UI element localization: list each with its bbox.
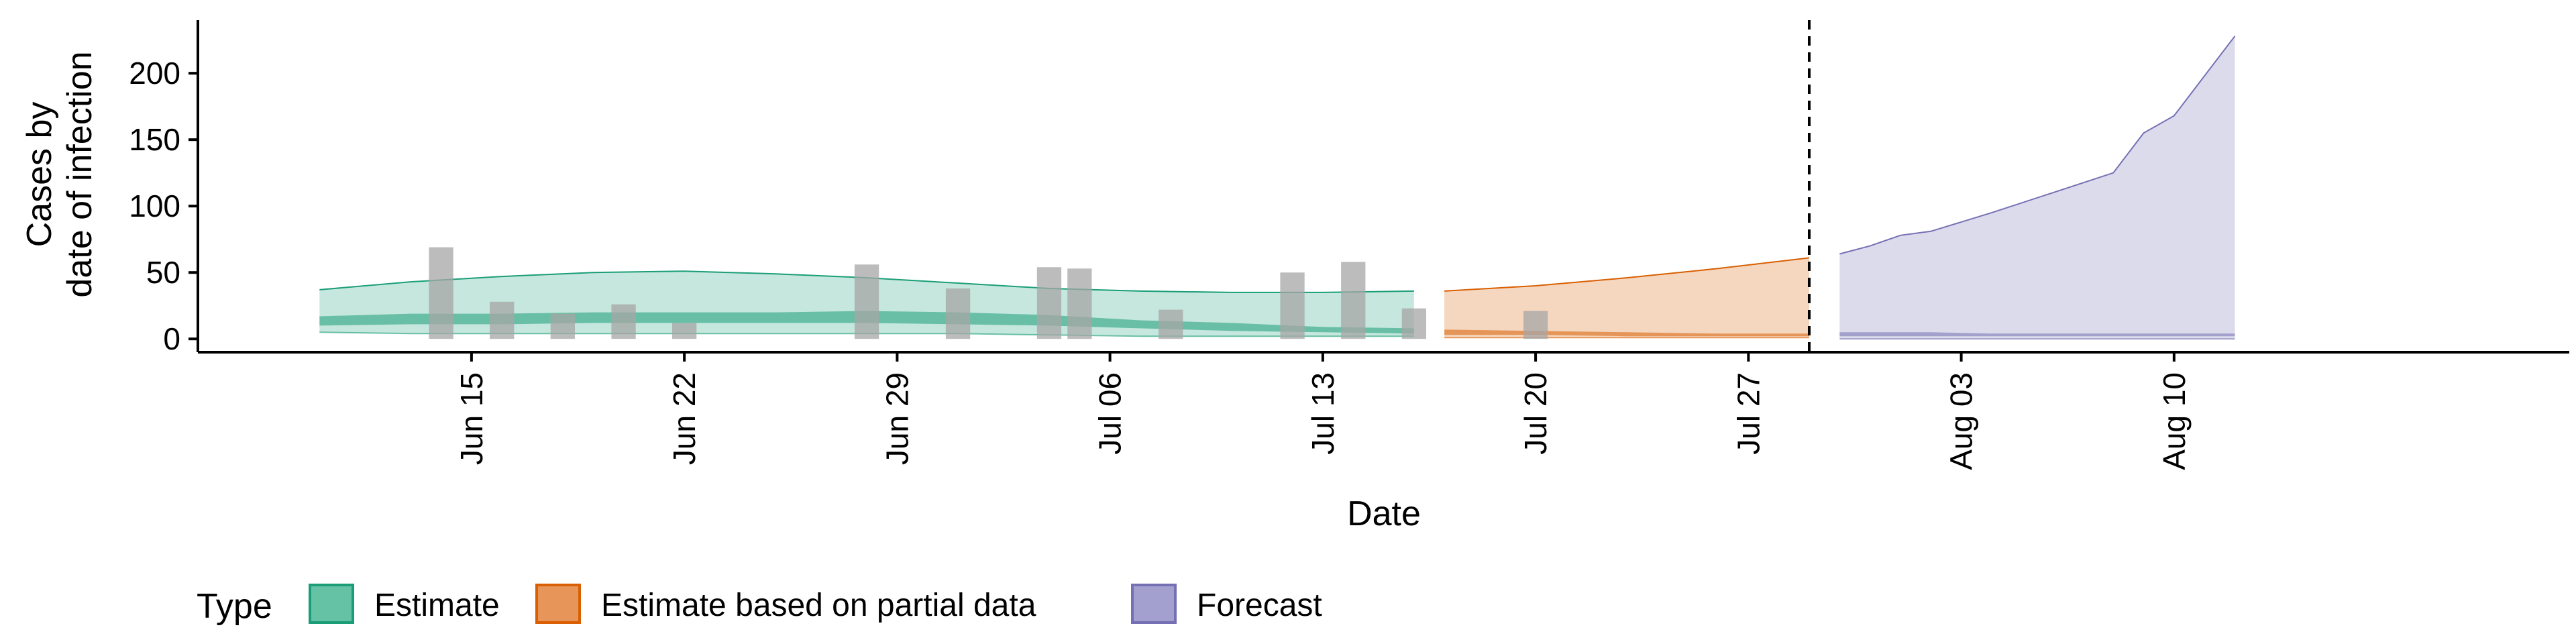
y-tick-label: 150 <box>129 122 180 157</box>
x-tick-label: Jul 06 <box>1093 372 1128 455</box>
x-axis-title: Date <box>1347 494 1421 533</box>
x-tick-label: Jun 15 <box>454 372 489 465</box>
estimate-based-on-partial-data-outer-band <box>1444 258 1809 338</box>
forecast-inner-band <box>1839 332 2235 337</box>
reported-case-bar <box>490 301 515 339</box>
x-tick-label: Jul 27 <box>1731 372 1766 455</box>
legend-title: Type <box>197 587 272 626</box>
x-tick-label: Aug 10 <box>2157 372 2192 470</box>
x-tick-label: Jun 22 <box>667 372 702 465</box>
forecast-outer-upper-line <box>1839 36 2236 255</box>
x-tick-label: Jul 20 <box>1518 372 1553 455</box>
y-axis-title-line-1: Cases by <box>20 102 59 248</box>
reported-case-bar <box>611 304 636 339</box>
reported-case-bar <box>1401 308 1426 339</box>
reported-case-bar <box>1280 272 1305 339</box>
reported-case-bar <box>672 323 697 339</box>
reported-case-bar <box>1523 311 1548 339</box>
reported-case-bars <box>429 247 1548 339</box>
legend-label-forecast: Forecast <box>1197 588 1322 623</box>
reported-case-bar <box>550 313 575 339</box>
reported-case-bar <box>429 247 453 339</box>
legend-label-partial-estimate: Estimate based on partial data <box>601 588 1036 623</box>
legend: Type Estimate Estimate based on partial … <box>197 584 1322 626</box>
legend-key-forecast <box>1131 584 1177 624</box>
forecast-outer-band <box>1839 36 2235 339</box>
x-tick-label: Jun 29 <box>879 372 914 465</box>
reported-case-bar <box>1159 309 1183 339</box>
reported-case-bar <box>1036 267 1062 339</box>
series-forecast <box>1839 36 2236 340</box>
legend-key-partial-estimate <box>535 584 581 624</box>
reported-case-bar <box>1067 268 1092 339</box>
y-tick-label: 50 <box>146 255 180 290</box>
reported-case-bar <box>945 288 971 339</box>
legend-label-estimate: Estimate <box>374 588 500 623</box>
y-tick-label: 100 <box>129 189 180 223</box>
y-tick-label: 200 <box>129 56 180 91</box>
x-tick-label: Jul 13 <box>1305 372 1340 455</box>
legend-key-estimate <box>309 584 354 624</box>
y-axis-ticks: 0 50 100 150 200 <box>129 56 198 356</box>
reported-case-bar <box>854 264 879 339</box>
estimate-bands <box>319 36 2236 340</box>
estimate-based-on-partial-data-outer-upper-line <box>1444 257 1810 292</box>
y-tick-label: 0 <box>163 321 180 356</box>
x-tick-label: Aug 03 <box>1944 372 1979 470</box>
y-axis-title-line-2: date of infection <box>60 51 99 297</box>
reported-case-bar <box>1341 262 1366 339</box>
series-estimate-based-on-partial-data <box>1444 257 1810 339</box>
x-axis-ticks: Jun 15 Jun 22 Jun 29 Jul 06 Jul 13 Jul 20 Jul … <box>454 352 2192 470</box>
